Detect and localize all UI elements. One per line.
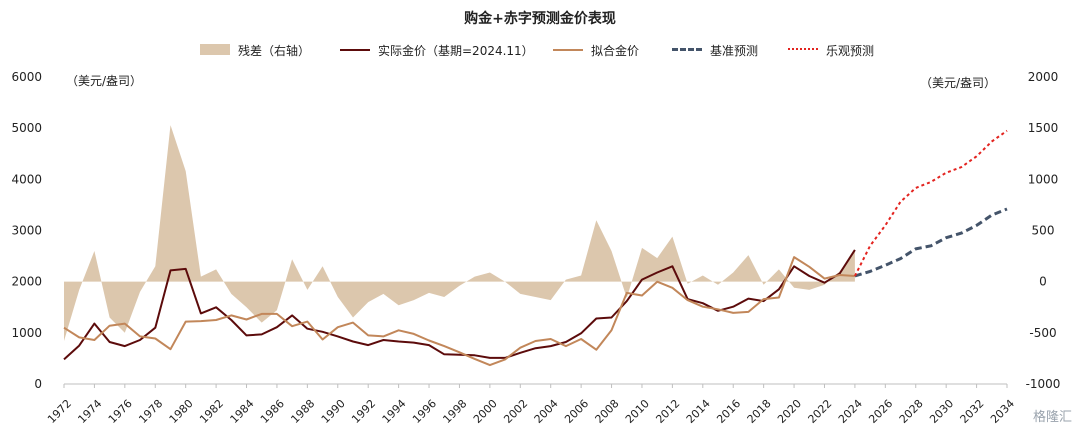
x-tick-label-1972: 1972 (45, 397, 74, 426)
watermark: 格隆汇 (1032, 410, 1072, 425)
y-tick-label-5000: 5000 (11, 121, 42, 135)
y2-tick-label-2000: 2000 (1028, 70, 1059, 84)
series-line-optimistic-forecast (854, 129, 1008, 277)
y2-tick-label--1000: -1000 (1026, 377, 1061, 391)
x-tick-label-1992: 1992 (349, 397, 378, 426)
x-tick-label-1986: 1986 (258, 397, 287, 426)
series-area-residual (64, 125, 855, 341)
x-tick-label-1982: 1982 (197, 397, 226, 426)
x-tick-label-2022: 2022 (806, 397, 835, 426)
legend-swatch-fitted-price (553, 49, 583, 51)
legend-swatch-optimistic-forecast (788, 48, 818, 50)
y2-tick-label-0: 0 (1039, 275, 1047, 289)
x-tick-label-2002: 2002 (501, 397, 530, 426)
right-axis-unit: （美元/盎司） (920, 76, 997, 90)
x-tick-label-1994: 1994 (380, 397, 409, 426)
legend-label-actual-price: 实际金价（基期=2024.11） (378, 44, 534, 58)
y-tick-label-0: 0 (34, 377, 42, 391)
x-tick-label-1980: 1980 (167, 397, 196, 426)
y2-tick-label--500: -500 (1029, 326, 1056, 340)
x-tick-label-2010: 2010 (623, 397, 652, 426)
x-tick-label-2014: 2014 (684, 397, 713, 426)
y2-tick-label-500: 500 (1032, 224, 1055, 238)
x-tick-label-1976: 1976 (106, 397, 135, 426)
x-tick-label-2030: 2030 (927, 397, 956, 426)
series-line-baseline-forecast (854, 207, 1008, 278)
x-tick-label-2000: 2000 (471, 397, 500, 426)
legend-label-baseline-forecast: 基准预测 (710, 44, 759, 58)
x-tick-label-1978: 1978 (136, 397, 165, 426)
chart-title: 购金+赤字预测金价表现 (464, 11, 616, 27)
x-tick-label-2024: 2024 (836, 397, 865, 426)
x-tick-label-2032: 2032 (958, 397, 987, 426)
x-tick-label-2006: 2006 (562, 397, 591, 426)
x-tick-label-2008: 2008 (593, 397, 622, 426)
legend-swatch-actual-price (340, 49, 370, 51)
legend-label-optimistic-forecast: 乐观预测 (826, 44, 875, 58)
x-tick-label-1990: 1990 (319, 397, 348, 426)
x-tick-label-2028: 2028 (897, 397, 926, 426)
y-tick-label-3000: 3000 (11, 224, 42, 238)
y2-tick-label-1000: 1000 (1028, 172, 1059, 186)
legend-label-fitted-price: 拟合金价 (591, 44, 640, 58)
x-tick-label-2012: 2012 (653, 397, 682, 426)
left-axis-unit: （美元/盎司） (66, 74, 143, 88)
x-tick-label-1974: 1974 (75, 397, 104, 426)
legend-swatch-baseline-forecast (672, 48, 702, 51)
y-tick-label-6000: 6000 (11, 70, 42, 84)
x-tick-label-2016: 2016 (714, 397, 743, 426)
x-tick-label-1998: 1998 (440, 397, 469, 426)
x-tick-label-1988: 1988 (288, 397, 317, 426)
x-tick-label-2026: 2026 (866, 397, 895, 426)
x-tick-label-2004: 2004 (532, 397, 561, 426)
legend: 残差（右轴） 实际金价（基期=2024.11） 拟合金价 基准预测 乐观预测 (0, 40, 1080, 60)
legend-label-residual: 残差（右轴） (238, 44, 311, 58)
y-tick-label-4000: 4000 (11, 172, 42, 186)
x-tick-label-2018: 2018 (745, 397, 774, 426)
y-tick-label-1000: 1000 (11, 326, 42, 340)
series-line-fitted-price (63, 256, 855, 367)
series-line-actual-price (63, 249, 856, 361)
x-tick-label-1996: 1996 (410, 397, 439, 426)
y-tick-label-2000: 2000 (11, 275, 42, 289)
x-tick-label-1984: 1984 (228, 397, 257, 426)
y2-tick-label-1500: 1500 (1028, 121, 1059, 135)
legend-swatch-residual (200, 44, 230, 55)
x-tick-label-2020: 2020 (775, 397, 804, 426)
x-tick-label-2034: 2034 (988, 397, 1017, 426)
